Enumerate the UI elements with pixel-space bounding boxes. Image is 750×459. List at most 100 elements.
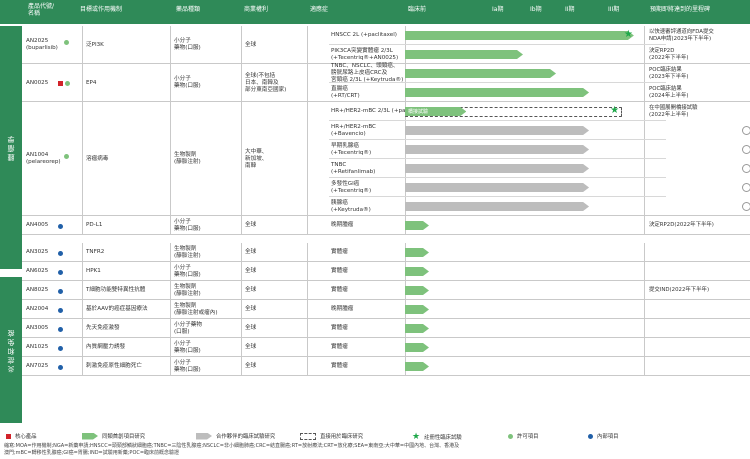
- indication-label: 實體瘤: [331, 287, 348, 293]
- product-marker: [56, 269, 63, 276]
- header-phase3: III期: [608, 6, 620, 13]
- commercial-rights: 全球: [245, 344, 257, 350]
- column-divider: [82, 281, 83, 299]
- legend-proprietary-label: 同類首創項目研究: [102, 434, 146, 440]
- legend-licensed-label: 許可項目: [517, 434, 539, 440]
- commercial-rights: 全球: [245, 363, 257, 369]
- product-marker: [56, 307, 63, 314]
- indication-row: 實體瘤: [329, 243, 666, 262]
- drug-form: 小分子藥物 (口服): [174, 321, 202, 335]
- target-mechanism: EP4: [86, 79, 97, 86]
- target-mechanism: 先天免疫激發: [86, 325, 120, 331]
- indication-label: 實體瘤: [331, 344, 348, 350]
- column-divider: [82, 102, 83, 215]
- green-dot-icon: [64, 154, 69, 159]
- column-divider: [241, 262, 242, 280]
- column-divider: [644, 281, 645, 299]
- commercial-rights: 全球: [245, 222, 257, 228]
- progress-bar-proprietary: [405, 286, 429, 295]
- blue-dot-icon: [58, 288, 63, 294]
- column-divider: [170, 281, 171, 299]
- blue-dot-icon: [58, 250, 63, 256]
- indication-label: PIK3CA突變實體瘤 2/3L (+Tecentriq®+AN0025): [331, 47, 399, 61]
- green-dot-icon: [65, 81, 70, 86]
- column-divider: [82, 338, 83, 356]
- progress-bar-proprietary: [405, 69, 556, 78]
- column-divider: [170, 357, 171, 375]
- milestone-text: 以快速審評通道向FDA提交 NDA申請(2023年下半年): [649, 28, 714, 42]
- indication-label: 胰腺癌 (+Keytruda®): [331, 199, 371, 213]
- product-marker: [56, 288, 63, 295]
- drug-form: 生物製劑 (靜脈注射): [174, 283, 201, 297]
- indication-label: 實體瘤: [331, 325, 348, 331]
- column-divider: [307, 338, 308, 356]
- column-divider: [170, 300, 171, 318]
- milestone-text: POC臨床結果 (2023年下半年): [649, 66, 689, 80]
- target-mechanism: 溶瘤病毒: [86, 155, 109, 162]
- indication-row: TNBC (+Retifanlimab): [329, 159, 666, 178]
- progress-bar-partner: [405, 126, 589, 135]
- indication-row: 晚期腫瘤: [329, 216, 666, 235]
- target-mechanism: 內質網壓力誘發: [86, 344, 126, 350]
- header-phase2: II期: [565, 6, 575, 13]
- header-rights: 商業權利: [244, 6, 269, 13]
- indication-row: HR+/HER2-mBC (+Bavencio): [329, 121, 666, 140]
- column-divider: [170, 319, 171, 337]
- circle-marker-icon: [742, 145, 750, 154]
- column-divider: [307, 357, 308, 375]
- progress-bar-proprietary: [405, 305, 429, 314]
- product-marker: [56, 364, 63, 371]
- column-divider: [82, 319, 83, 337]
- column-divider: [307, 281, 308, 299]
- blue-dot-icon: [58, 326, 63, 332]
- indication-label: TNBC (+Retifanlimab): [331, 161, 376, 175]
- dashed-box-icon: [300, 432, 316, 440]
- column-divider: [170, 102, 171, 215]
- pivotal-star-icon: ★: [623, 29, 633, 40]
- column-divider: [241, 357, 242, 375]
- target-mechanism: 刺激免疫原性細胞死亡: [86, 363, 142, 369]
- column-divider: [644, 262, 645, 280]
- product-marker: [56, 345, 63, 352]
- circle-marker-icon: [742, 164, 750, 173]
- table-row: AN2025 (buparlisib) 泛PI3K 小分子 藥物(口服) 全球 HNSC…: [22, 26, 750, 64]
- product-name: AN3005: [26, 325, 49, 331]
- indication-row: 胰腺癌 (+Keytruda®): [329, 197, 666, 216]
- legend-proprietary: 同類首創項目研究: [82, 432, 145, 440]
- legend: 核心產品 同類首創項目研究 合作夥伴的臨床試驗研究 直接用於臨床研究 ★ 註冊性…: [0, 430, 750, 442]
- column-divider: [644, 300, 645, 318]
- column-divider: [307, 216, 308, 234]
- column-divider: [241, 26, 242, 63]
- legend-pivotal: ★ 註冊性臨床試驗: [412, 432, 462, 442]
- product-name: AN6025: [26, 268, 49, 274]
- product-marker: [56, 250, 63, 257]
- header-target: 目標或作用機制: [80, 6, 123, 13]
- commercial-rights: 全球: [245, 325, 257, 331]
- column-divider: [644, 216, 645, 234]
- indication-row: 實體瘤: [329, 262, 666, 281]
- product-marker: [56, 223, 63, 230]
- product-name: AN7025: [26, 363, 49, 369]
- column-divider: [170, 243, 171, 261]
- progress-bar-partner: [405, 183, 589, 192]
- table-row: AN6025 HPK1 小分子 藥物(口服) 全球 實體瘤: [22, 262, 750, 281]
- column-divider: [241, 102, 242, 215]
- product-marker: [62, 153, 69, 160]
- indication-row: 早期乳腺癌 (+Tecentriq®): [329, 140, 666, 159]
- legend-pivotal-label: 註冊性臨床試驗: [424, 435, 462, 441]
- blue-dot-icon: [58, 269, 63, 275]
- table-row: AN1025 內質網壓力誘發 小分子 藥物(口服) 全球 實體瘤: [22, 338, 750, 357]
- product-name: AN3025: [26, 249, 49, 255]
- milestone-text: 在中國展開橋接試驗 (2022年上半年): [649, 104, 698, 118]
- column-divider: [82, 26, 83, 63]
- legend-licensed: 許可項目: [508, 432, 539, 440]
- product-name: AN1004 (pelareorep): [26, 152, 61, 165]
- commercial-rights: 全球: [245, 249, 257, 255]
- target-mechanism: 泛PI3K: [86, 41, 104, 48]
- indication-row: 實體瘤: [329, 357, 666, 376]
- drug-form: 生物製劑 (靜脈注射): [174, 152, 201, 165]
- milestone-text: POC臨床結果 (2024年上半年): [649, 85, 689, 99]
- product-name: AN4005: [26, 222, 49, 228]
- product-name: AN8025: [26, 287, 49, 293]
- product-marker: [56, 80, 70, 87]
